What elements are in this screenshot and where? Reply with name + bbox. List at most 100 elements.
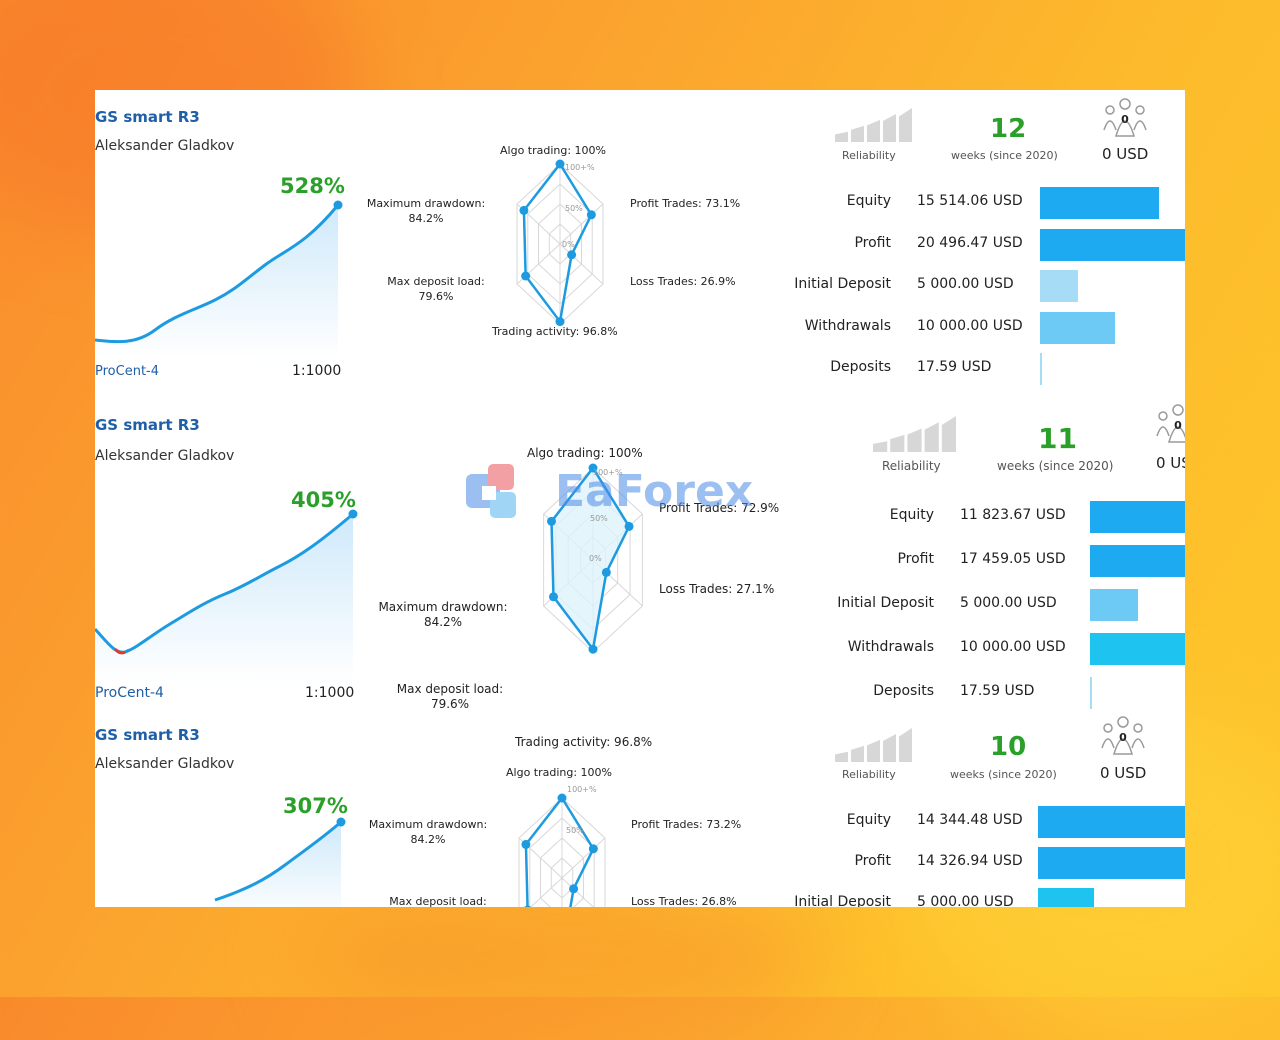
person-body [1114,120,1136,137]
radar-label-loss: Loss Trades: 27.1% [659,582,775,596]
stat-bar [1090,677,1092,709]
server-name: ProCent-4 [95,685,164,701]
stat-value: 10 000.00 USD [917,317,1023,334]
subscribers-icon: 0 [1103,98,1147,137]
stat-value: 15 514.06 USD [917,193,1023,209]
radar-point [588,644,598,654]
stat-bar [1038,806,1185,838]
leverage: 1:1000 [292,363,342,379]
radar-label-drawdown: Maximum drawdown: 84.2% [378,600,508,629]
stat-label: Equity [846,812,891,828]
growth-line [124,512,354,654]
growth-area [215,822,341,907]
stat-label: Initial Deposit [794,276,891,292]
radar-ring-0: 0% [589,554,602,563]
reliability-icon [835,108,912,142]
stat-value: 11 823.67 USD [960,507,1066,523]
person-head [1158,411,1168,421]
signal-title[interactable]: GS smart R3 [95,416,200,434]
subscriber-count: 0 [1174,419,1182,432]
radar-point [588,844,598,854]
radar-axis [559,243,604,285]
radar-point [547,516,557,526]
signal-author[interactable]: Aleksander Gladkov [95,448,235,464]
reliability-label: Reliability [842,149,896,162]
radar-chart [516,159,604,327]
person-head [1135,105,1145,115]
signal-card-1[interactable]: GS smart R3 Aleksander Gladkov 528% ProC… [95,90,1185,390]
radar-axis [561,837,606,879]
stat-value: 17.59 USD [960,683,1035,699]
radar-axis [559,203,604,245]
subscription-price: 0 USD [1100,764,1147,782]
radar-chart [543,463,643,654]
person-body [1101,738,1115,749]
radar-axis [561,877,594,907]
radar-point [588,463,598,473]
radar-label-drawdown: Maximum drawdown: 84.2% [368,818,488,846]
radar-point [557,793,567,803]
subscriber-count: 0 [1121,113,1129,126]
reliability-label: Reliability [842,768,896,781]
reliability-bar [873,441,888,452]
stat-bar [1038,888,1094,907]
radar-label-drawdown: Maximum drawdown: 84.2% [366,197,486,225]
growth-endpoint [336,817,346,827]
radar-point [569,884,579,894]
radar-point [521,271,531,281]
stat-label: Withdrawals [804,317,891,334]
signal-author[interactable]: Aleksander Gladkov [95,138,235,154]
growth-endpoint [333,200,343,210]
radar-point [524,905,531,907]
stat-bar [1090,501,1185,533]
stat-label: Equity [846,193,891,209]
person-head [1103,723,1113,733]
reliability-bar [890,434,905,452]
reliability-bar [835,751,848,762]
radar-label-algo: Algo trading: 100% [527,446,643,460]
signal-title[interactable]: GS smart R3 [95,726,200,744]
stat-bar [1090,545,1185,577]
radar-point [586,210,596,220]
weeks-label: weeks (since 2020) [951,149,1058,162]
stat-bar [1040,311,1116,344]
stat-value: 14 344.48 USD [917,812,1023,828]
reliability-label: Reliability [882,459,941,473]
weeks-count: 12 [990,114,1027,144]
signal-card-2[interactable]: GS smart R3 Aleksander Gladkov 405% ProC… [95,404,1185,749]
reliability-bar [883,733,896,762]
signal-author[interactable]: Aleksander Gladkov [95,756,235,772]
signals-panel: GS smart R3 Aleksander Gladkov 528% ProC… [95,90,1185,907]
stat-label: Equity [889,507,934,523]
person-body [1133,120,1147,131]
growth-chart [95,200,343,360]
reliability-bar [867,119,880,142]
weeks-count: 11 [1038,422,1077,455]
stat-label: Initial Deposit [794,894,891,907]
person-body [1112,738,1134,755]
person-head [1105,105,1115,115]
reliability-bar [883,113,896,142]
reliability-bar [907,428,922,452]
growth-value: 528% [280,174,345,198]
radar-label-activity: Trading activity: 96.8% [515,735,653,749]
radar-point [548,592,558,602]
radar-label-profit: Profit Trades: 73.1% [630,197,741,210]
person-head [1119,98,1131,110]
stat-label: Withdrawals [847,639,934,655]
radar-ring-100: 100+% [565,163,595,172]
radar-label-profit: Profit Trades: 73.2% [631,818,742,831]
signal-title[interactable]: GS smart R3 [95,108,200,126]
radar-ring-100: 100+% [593,468,623,477]
radar-label-loss: Loss Trades: 26.9% [630,275,736,288]
signal-card-3[interactable]: GS smart R3 Aleksander Gladkov 307% Algo… [95,716,1185,907]
radar-chart [518,793,606,907]
stat-value: 20 496.47 USD [917,234,1023,251]
radar-axis [530,877,563,907]
stat-label: Profit [854,853,891,869]
person-head [1117,716,1129,728]
server-name: ProCent-4 [95,364,159,379]
subscribers-icon: 0 [1156,404,1185,443]
stat-label: Profit [897,551,934,567]
subscription-price: 0 USD [1156,454,1185,472]
